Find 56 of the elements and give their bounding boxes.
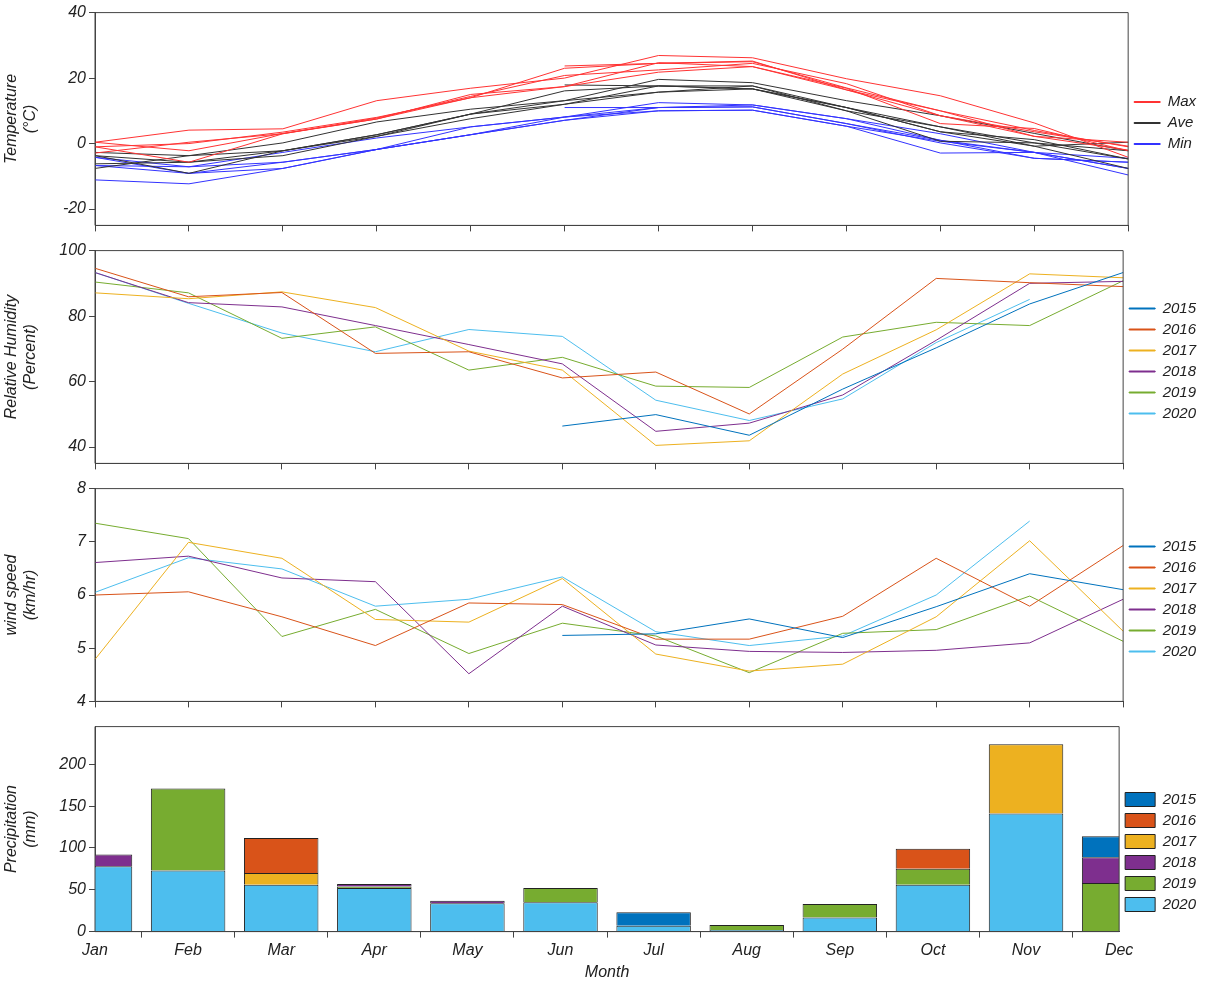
x-tick-label: Jun: [546, 940, 574, 958]
legend-label: 2017: [1161, 831, 1197, 849]
legend-label: 2018: [1161, 852, 1197, 870]
legend-label: 2017: [1161, 578, 1197, 596]
legend-label: 2016: [1161, 810, 1197, 828]
x-tick-label: Jan: [81, 940, 108, 958]
legend-label: 2019: [1161, 873, 1197, 891]
x-tick-label: Jul: [642, 940, 665, 958]
legend-label: Ave: [1166, 113, 1194, 131]
y-tick-label: 50: [68, 880, 87, 898]
y-axis-title: wind speed (km/hr): [2, 553, 39, 636]
legend-label: 2019: [1161, 382, 1197, 400]
legend-label: 2016: [1161, 319, 1197, 337]
y-tick-label: 100: [59, 241, 87, 259]
y-tick-label: 20: [67, 68, 87, 86]
x-tick-label: Mar: [267, 940, 296, 958]
x-tick-label: May: [452, 940, 484, 958]
y-axis-title: Precipitation (mm): [2, 784, 39, 874]
x-axis-title: Month: [584, 962, 630, 980]
y-tick-label: 0: [77, 134, 87, 152]
y-axis-title: Temperature (°C): [2, 73, 39, 165]
legend-label: Min: [1167, 134, 1192, 152]
y-axis-title: Relative Humidity (Percent): [2, 293, 39, 420]
y-tick-label: 150: [59, 796, 87, 814]
y-tick-label: 5: [77, 638, 87, 656]
y-tick-label: 200: [58, 754, 87, 772]
legend-label: 2015: [1161, 298, 1197, 316]
legend-label: Max: [1167, 92, 1197, 110]
legend-label: 2020: [1161, 641, 1197, 659]
legend-label: 2016: [1161, 557, 1197, 575]
y-tick-label: 100: [59, 838, 87, 856]
y-tick-label: 7: [77, 532, 88, 550]
legend-label: 2020: [1161, 403, 1197, 421]
y-tick-label: 40: [68, 3, 87, 21]
y-tick-label: 60: [68, 372, 87, 390]
x-tick-label: Apr: [360, 940, 388, 958]
y-tick-label: 4: [77, 691, 87, 709]
legend-label: 2019: [1161, 620, 1197, 638]
legend-label: 2015: [1161, 789, 1197, 807]
x-tick-label: Oct: [920, 940, 946, 958]
y-tick-label: 8: [77, 479, 87, 497]
x-tick-label: Sep: [825, 940, 855, 958]
legend-label: 2015: [1161, 536, 1197, 554]
y-tick-label: 80: [68, 306, 87, 324]
legend-label: 2017: [1161, 340, 1197, 358]
legend-label: 2020: [1161, 894, 1197, 912]
legend-label: 2018: [1161, 599, 1197, 617]
x-tick-label: Aug: [731, 940, 762, 958]
x-tick-label: Dec: [1104, 940, 1134, 958]
y-tick-label: -20: [62, 199, 87, 217]
legend-label: 2018: [1161, 361, 1197, 379]
y-tick-label: 6: [77, 585, 87, 603]
y-tick-label: 0: [77, 922, 87, 940]
x-tick-label: Nov: [1011, 940, 1042, 958]
y-tick-label: 40: [68, 437, 87, 455]
x-tick-label: Feb: [174, 940, 202, 958]
